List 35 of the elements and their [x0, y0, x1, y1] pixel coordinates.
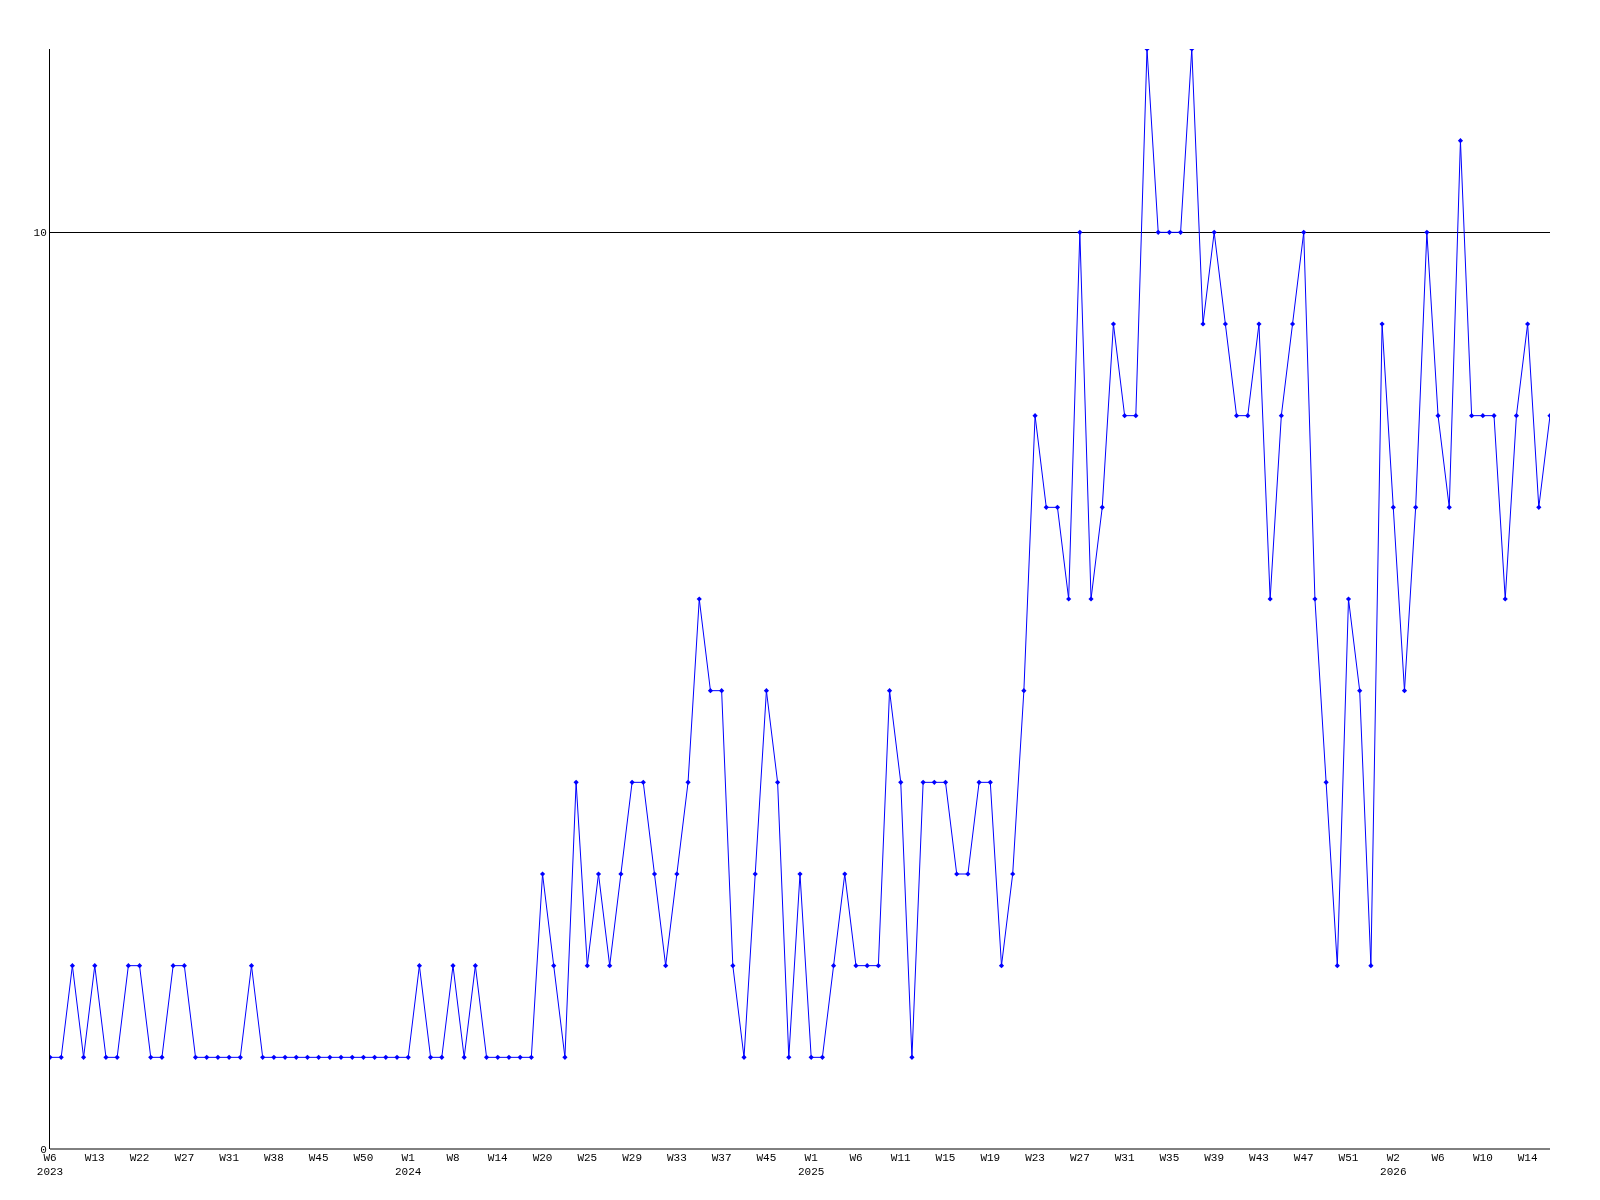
x-tick-label: W50: [353, 1152, 374, 1164]
x-tick-label: W20: [532, 1152, 553, 1164]
x-tick-label: W38: [263, 1152, 284, 1164]
x-tick-label: W31: [1114, 1152, 1135, 1164]
x-tick-label: W33: [666, 1152, 687, 1164]
x-tick-label: W31: [219, 1152, 240, 1164]
x-tick-label: W13: [84, 1152, 105, 1164]
x-tick-label: W6: [849, 1152, 863, 1164]
x-tick-label: W37: [711, 1152, 732, 1164]
x-tick-label: W39: [1204, 1152, 1225, 1164]
x-tick-label: W29: [622, 1152, 642, 1164]
x-tick-label: W11: [890, 1152, 912, 1164]
x-tick-label: W25: [577, 1152, 598, 1164]
x-tick-label: W14: [1517, 1152, 1538, 1164]
x-tick-label: W23: [1025, 1152, 1045, 1164]
x-tick-label: W43: [1249, 1152, 1269, 1164]
x-tick-label: W35: [1159, 1152, 1180, 1164]
x-tick-label: W45: [756, 1152, 777, 1164]
x-tick-label: W47: [1293, 1152, 1314, 1164]
x-tick-label: W14: [487, 1152, 509, 1164]
y-tick-label: 10: [33, 227, 47, 240]
x-tick-label: W6: [1431, 1152, 1445, 1164]
x-tick-label: W1 2025: [797, 1152, 825, 1179]
x-tick-label: W15: [935, 1152, 956, 1164]
x-tick-label: W19: [980, 1152, 1001, 1164]
x-tick-label: W8: [446, 1152, 460, 1164]
x-tick-label: W51: [1338, 1152, 1359, 1164]
x-tick-label: W6 2023: [36, 1152, 64, 1179]
x-tick-label: W27: [174, 1152, 195, 1164]
x-tick-label: W27: [1069, 1152, 1090, 1164]
x-tick-label: W2 2026: [1380, 1152, 1407, 1179]
x-tick-label: W10: [1472, 1152, 1493, 1164]
x-tick-label: W45: [308, 1152, 329, 1164]
x-tick-label: W1 2024: [395, 1152, 422, 1179]
x-tick-label: W22: [129, 1152, 150, 1164]
